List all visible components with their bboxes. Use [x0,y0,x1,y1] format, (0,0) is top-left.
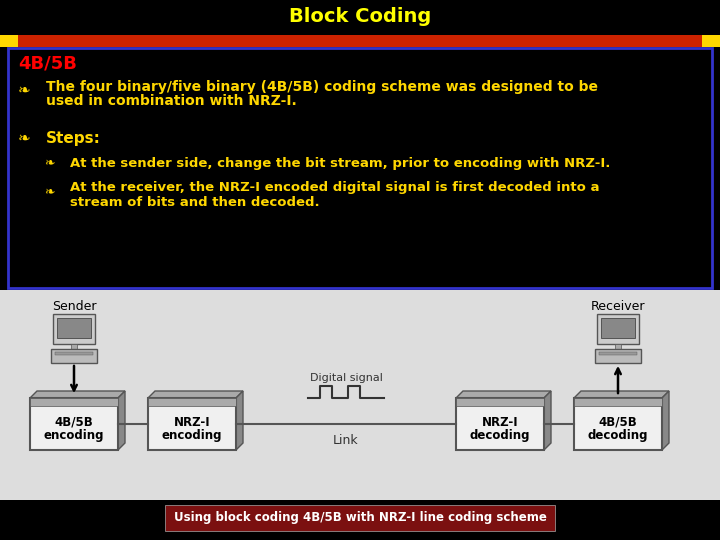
Text: ❧: ❧ [44,157,55,170]
Text: Using block coding 4B/5B with NRZ-I line coding scheme: Using block coding 4B/5B with NRZ-I line… [174,511,546,524]
Bar [702,35,720,47]
Bar [30,398,118,406]
Text: stream of bits and then decoded.: stream of bits and then decoded. [70,195,320,208]
Text: NRZ-I: NRZ-I [482,415,518,429]
Polygon shape [148,391,243,398]
Bar [71,344,77,349]
Polygon shape [118,391,125,450]
Bar [601,318,635,338]
Polygon shape [456,391,551,398]
Bar [615,344,621,349]
Text: At the receiver, the NRZ-I encoded digital signal is first decoded into a: At the receiver, the NRZ-I encoded digit… [70,181,600,194]
Bar [574,398,662,406]
Polygon shape [544,391,551,450]
Bar [30,398,118,450]
Bar [148,398,236,406]
Text: Digital signal: Digital signal [310,373,382,383]
Text: ❧: ❧ [18,83,31,98]
Bar [18,35,702,47]
Text: 4B/5B: 4B/5B [18,55,77,73]
Text: decoding: decoding [588,429,648,442]
Bar [456,398,544,450]
Bar [51,349,97,363]
Bar [574,398,662,450]
Bar [57,318,91,338]
Text: Block Coding: Block Coding [289,8,431,26]
Polygon shape [574,391,669,398]
Bar [0,0,720,35]
Polygon shape [662,391,669,450]
Text: encoding: encoding [162,429,222,442]
Text: 4B/5B: 4B/5B [598,415,637,429]
Bar [55,352,93,355]
Polygon shape [236,391,243,450]
Bar [148,398,236,450]
Text: Link: Link [333,434,359,447]
Text: At the sender side, change the bit stream, prior to encoding with NRZ-I.: At the sender side, change the bit strea… [70,157,611,170]
Text: The four binary/five binary (4B/5B) coding scheme was designed to be: The four binary/five binary (4B/5B) codi… [46,80,598,94]
Bar [599,352,637,355]
Text: Receiver: Receiver [590,300,645,313]
Bar [456,398,544,406]
Bar [595,349,641,363]
Bar [597,314,639,344]
Bar [53,314,95,344]
Bar [0,35,18,47]
Text: ❧: ❧ [44,186,55,199]
Text: NRZ-I: NRZ-I [174,415,210,429]
Text: used in combination with NRZ-I.: used in combination with NRZ-I. [46,94,297,108]
Text: Sender: Sender [52,300,96,313]
Text: encoding: encoding [44,429,104,442]
Bar [8,48,712,288]
Text: ❧: ❧ [18,131,31,145]
Polygon shape [30,391,125,398]
Text: 4B/5B: 4B/5B [55,415,94,429]
Text: decoding: decoding [469,429,530,442]
Bar [165,505,555,531]
Bar [0,290,720,500]
Text: Steps:: Steps: [46,131,101,145]
